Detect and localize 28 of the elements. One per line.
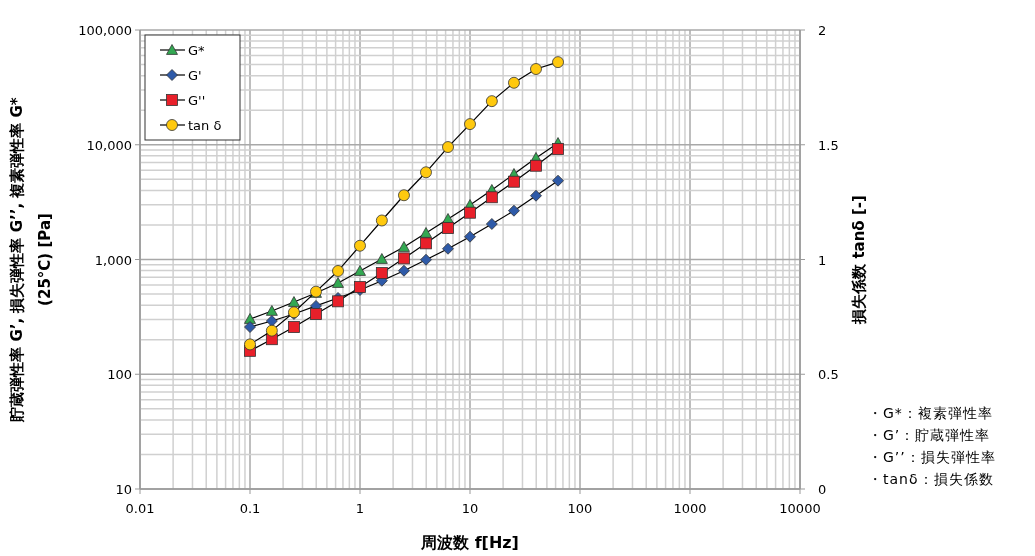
text: ・tanδ：損失係数 [868, 471, 994, 487]
y2-tick-label: 1.5 [818, 137, 839, 153]
x-axis-title: 周波数 f[Hz] [420, 533, 519, 552]
y-tick-label: 100,000 [78, 23, 132, 38]
text: ・G’’：損失弾性率 [868, 449, 996, 465]
text: ・G’：貯蔵弾性率 [868, 427, 991, 443]
y2-tick-label: 0 [818, 482, 827, 497]
x-tick-label: 10 [461, 501, 479, 516]
x-tick-label: 10000 [779, 501, 821, 516]
y-tick-label: 100 [107, 367, 132, 383]
x-tick-label: 0.01 [125, 501, 155, 516]
x-tick-label: 0.1 [239, 501, 261, 516]
text: ・G*：複素弾性率 [868, 405, 993, 421]
y2-tick-label: 0.5 [818, 367, 839, 383]
legend-label: G' [188, 68, 202, 83]
legend-label: G'' [188, 93, 206, 108]
y-tick-label: 1,000 [94, 252, 132, 268]
x-tick-label: 1 [355, 501, 365, 516]
y2-tick-label: 2 [818, 23, 827, 38]
legend-label: G* [188, 43, 206, 58]
x-tick-label: 100 [567, 501, 593, 516]
y-axis-title: 貯蔵弾性率 G’, 損失弾性率 G’’, 複素弾性率 G* (25°C) [Pa] [8, 97, 54, 423]
y2-tick-label: 1 [818, 252, 827, 268]
x-tick-label: 1000 [673, 501, 707, 516]
legend-label: tan δ [188, 118, 222, 133]
y-tick-label: 10 [115, 482, 132, 497]
y-tick-label: 10,000 [86, 137, 132, 153]
y2-axis-title: 損失係数 tanδ [-] [850, 195, 868, 325]
